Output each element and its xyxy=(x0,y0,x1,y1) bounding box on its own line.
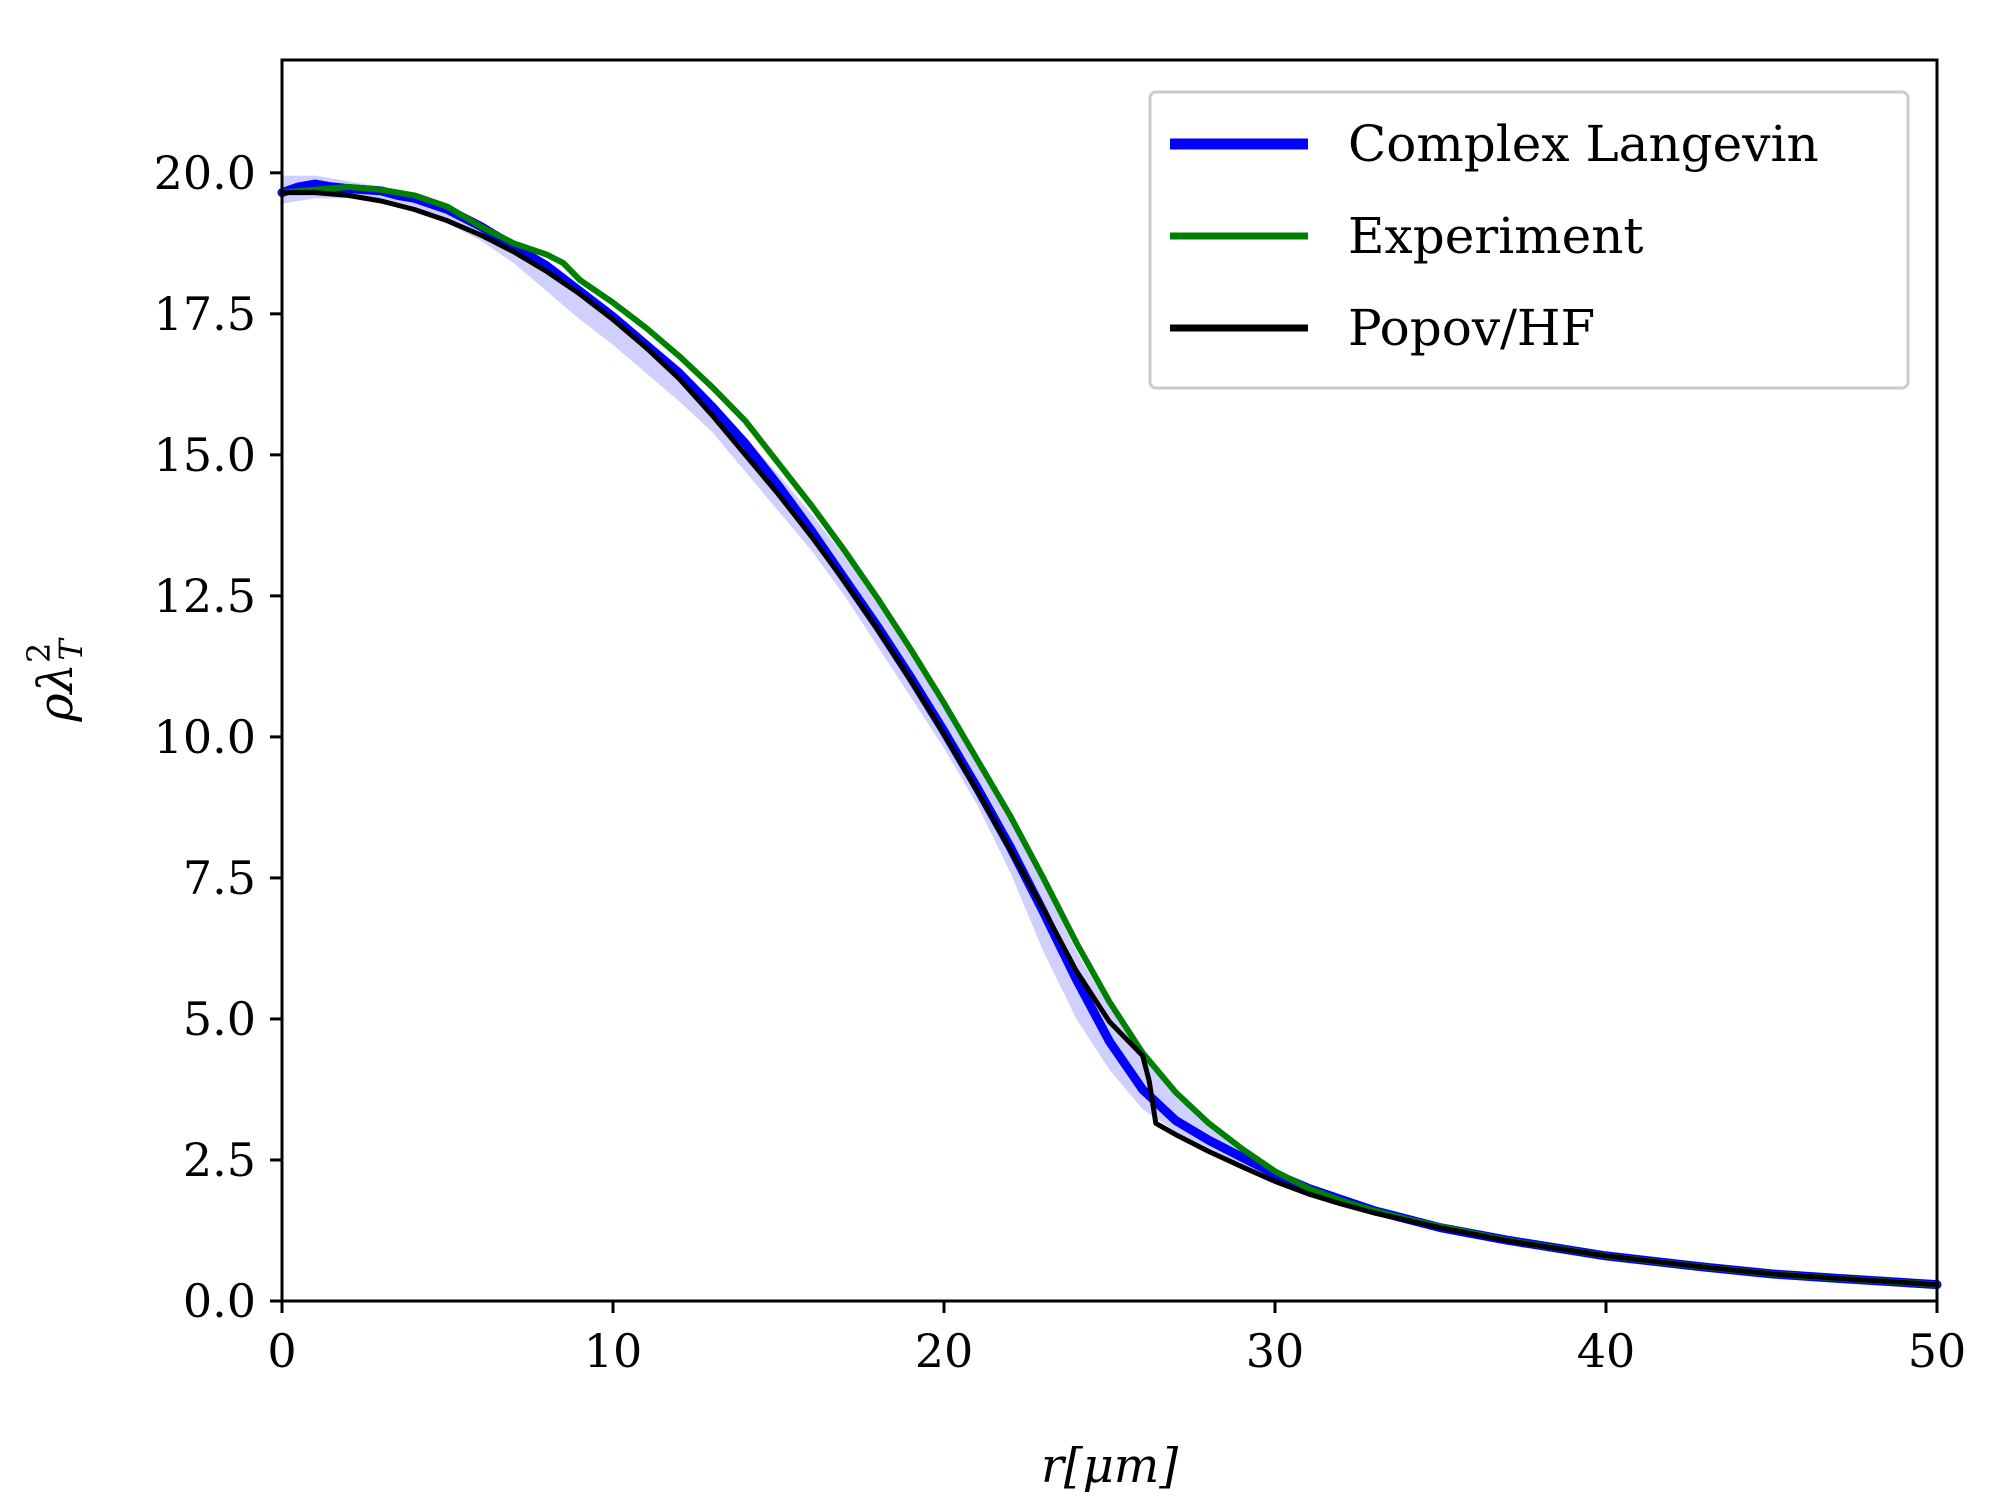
error-band-area xyxy=(282,175,1937,1285)
legend-label: Popov/HF xyxy=(1348,299,1595,357)
legend-label: Complex Langevin xyxy=(1348,115,1819,173)
y-axis-label-superscript: 2 xyxy=(20,643,58,663)
plot-frame xyxy=(280,58,1939,1303)
y-tick-label: 10.0 xyxy=(154,710,256,764)
x-tick-label: 50 xyxy=(1908,1324,1967,1378)
x-tick-label: 40 xyxy=(1577,1324,1636,1378)
legend: Complex Langevin Experiment Popov/HF xyxy=(1148,90,1910,390)
x-axis-ticks: 0 10 20 30 40 50 xyxy=(267,1301,1966,1378)
x-axis-label: r[μm] xyxy=(1041,1438,1178,1494)
y-tick-label: 17.5 xyxy=(154,287,256,341)
y-tick-label: 12.5 xyxy=(154,569,256,623)
y-axis-label: ρλ2T xyxy=(20,637,90,723)
y-axis-ticks: 0.0 2.5 5.0 7.5 10.0 12.5 15.0 17.5 20.0 xyxy=(154,146,282,1328)
y-tick-label: 5.0 xyxy=(183,992,256,1046)
series-lines xyxy=(277,179,1942,1290)
series-line-popov-hf xyxy=(279,190,1940,1288)
y-tick-label: 2.5 xyxy=(183,1133,256,1187)
complex-langevin-error-band xyxy=(282,175,1937,1285)
y-tick-label: 0.0 xyxy=(183,1274,256,1328)
legend-box xyxy=(1148,90,1910,390)
legend-label: Experiment xyxy=(1348,207,1643,265)
x-tick-label: 0 xyxy=(267,1324,296,1378)
y-tick-label: 15.0 xyxy=(154,428,256,482)
x-tick-label: 20 xyxy=(915,1324,974,1378)
y-axis-label-main: ρλ xyxy=(28,663,84,723)
y-tick-label: 20.0 xyxy=(154,146,256,200)
y-axis-label-subscript: T xyxy=(52,637,90,661)
x-tick-label: 30 xyxy=(1246,1324,1305,1378)
y-tick-label: 7.5 xyxy=(183,851,256,905)
legend-entries: Complex Langevin Experiment Popov/HF xyxy=(1170,115,1819,357)
x-tick-label: 10 xyxy=(584,1324,643,1378)
